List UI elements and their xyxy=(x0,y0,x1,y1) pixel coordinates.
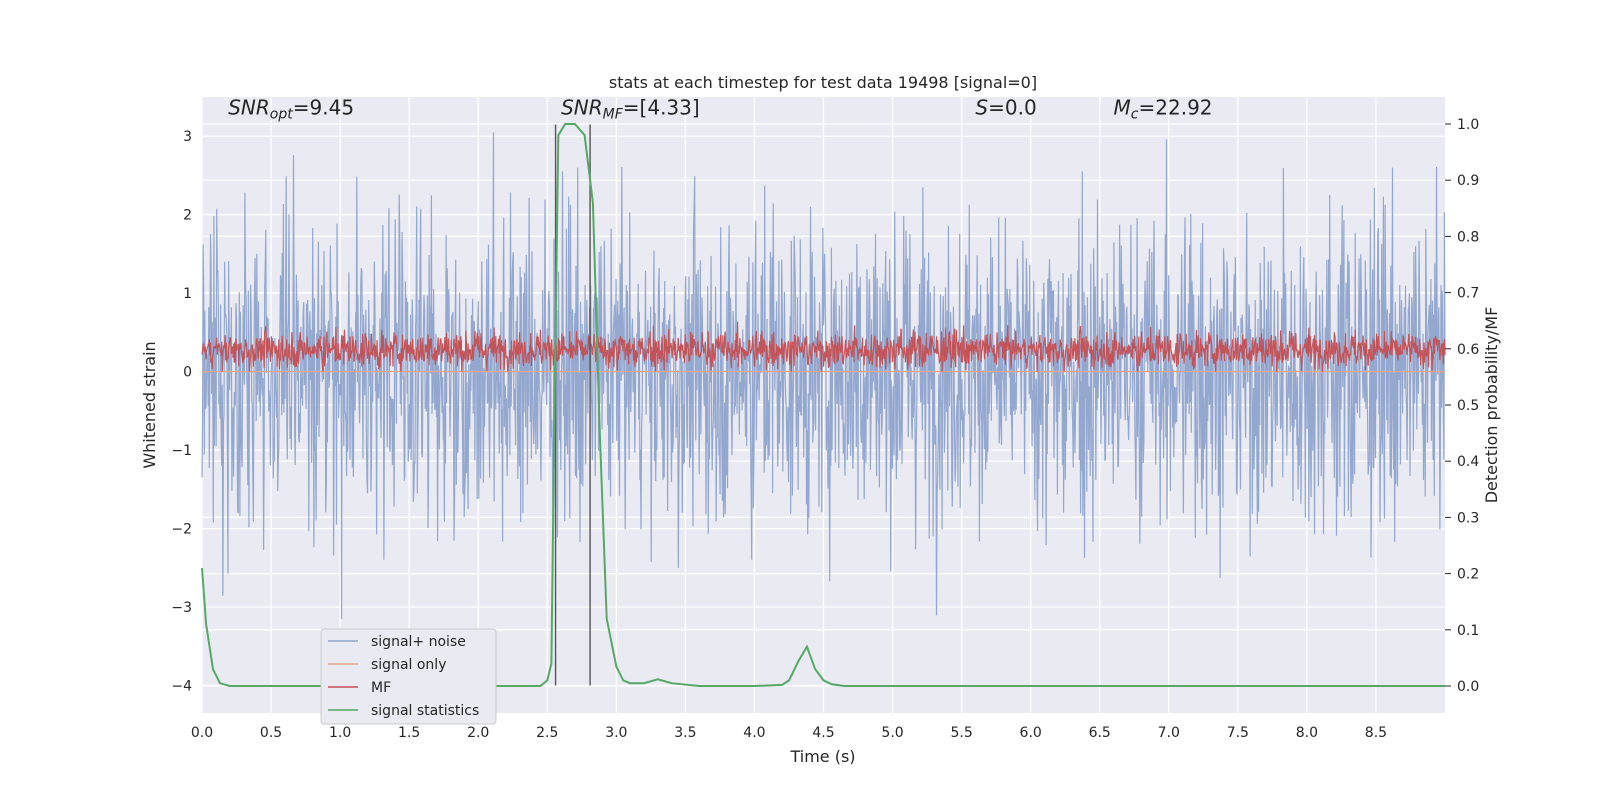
x-tick-label: 8.0 xyxy=(1296,725,1318,741)
y-tick-label: 3 xyxy=(183,129,192,145)
legend-box xyxy=(320,628,497,725)
x-tick-label: 0.0 xyxy=(191,725,213,741)
y2-axis-ticks: 1.0 0.9 0.8 0.7 0.6 0.5 0.4 0.3 0.2 0.1 0.0 xyxy=(1445,117,1479,695)
series-layer xyxy=(201,132,1446,620)
x-tick-label: 8.5 xyxy=(1365,725,1387,741)
annotation: Mc=22.92 xyxy=(1114,95,1213,122)
x-tick-label: 3.0 xyxy=(605,725,627,741)
y2-tick-label: 0.5 xyxy=(1457,398,1479,414)
y-axis-label: Whitened strain xyxy=(140,341,159,468)
y2-tick-label: 1.0 xyxy=(1457,117,1479,133)
x-axis-ticks: 0.0 0.5 1.0 1.5 2.0 2.5 3.0 3.5 4.0 4.5 5.0 5.5 6.0 6… xyxy=(191,725,1387,741)
x-tick-label: 2.0 xyxy=(467,725,489,741)
x-tick-label: 5.0 xyxy=(881,725,903,741)
y2-tick-label: 0.6 xyxy=(1457,342,1479,358)
legend-label-signal-noise: signal+ noise xyxy=(371,634,466,650)
y-tick-label: −4 xyxy=(171,679,192,695)
y2-tick-label: 0.4 xyxy=(1457,454,1479,470)
y-tick-label: 2 xyxy=(183,208,192,224)
y2-axis-label: Detection probability/MF xyxy=(1482,307,1501,504)
series-signal-noise xyxy=(201,132,1446,620)
x-tick-label: 5.5 xyxy=(950,725,972,741)
legend-label-signal-only: signal only xyxy=(371,657,446,673)
annotation: S=0.0 xyxy=(975,95,1036,119)
series-mf xyxy=(201,321,1446,372)
annotation: SNRMF=[4.33] xyxy=(561,95,700,122)
y-axis-ticks: 3 2 1 0 −1 −2 −3 −4 xyxy=(171,129,192,694)
x-tick-label: 7.5 xyxy=(1227,725,1249,741)
y-tick-label: −3 xyxy=(171,600,192,616)
y-tick-label: 1 xyxy=(183,286,192,302)
x-tick-label: 4.5 xyxy=(812,725,834,741)
series-signal-statistics xyxy=(201,123,1445,687)
legend-label-mf: MF xyxy=(371,680,391,696)
y2-tick-label: 0.0 xyxy=(1457,679,1479,695)
x-tick-label: 7.0 xyxy=(1158,725,1180,741)
y2-tick-label: 0.7 xyxy=(1457,286,1479,302)
chart-title: stats at each timestep for test data 194… xyxy=(609,73,1037,92)
y2-tick-label: 0.2 xyxy=(1457,567,1479,583)
x-tick-label: 6.0 xyxy=(1020,725,1042,741)
x-tick-label: 0.5 xyxy=(260,725,282,741)
annotations: SNRopt=9.45 SNRMF=[4.33] S=0.0 Mc=22.92 xyxy=(228,95,1212,122)
signal-stat-layer xyxy=(201,123,1445,687)
x-tick-label: 1.0 xyxy=(329,725,351,741)
x-axis-label: Time (s) xyxy=(789,747,855,766)
legend-label-signal-statistics: signal statistics xyxy=(371,703,479,719)
annotation: SNRopt=9.45 xyxy=(228,95,354,122)
x-tick-label: 4.0 xyxy=(743,725,765,741)
y-tick-label: −1 xyxy=(171,443,192,459)
x-tick-label: 6.5 xyxy=(1089,725,1111,741)
y2-tick-label: 0.8 xyxy=(1457,229,1479,245)
y2-tick-label: 0.1 xyxy=(1457,623,1479,639)
legend: signal+ noise signal only MF signal stat… xyxy=(320,628,497,725)
x-tick-label: 2.5 xyxy=(536,725,558,741)
y2-tick-label: 0.3 xyxy=(1457,510,1479,526)
x-tick-label: 3.5 xyxy=(674,725,696,741)
y2-tick-label: 0.9 xyxy=(1457,173,1479,189)
x-tick-label: 1.5 xyxy=(398,725,420,741)
y-tick-label: −2 xyxy=(171,522,192,538)
y-tick-label: 0 xyxy=(183,365,192,381)
